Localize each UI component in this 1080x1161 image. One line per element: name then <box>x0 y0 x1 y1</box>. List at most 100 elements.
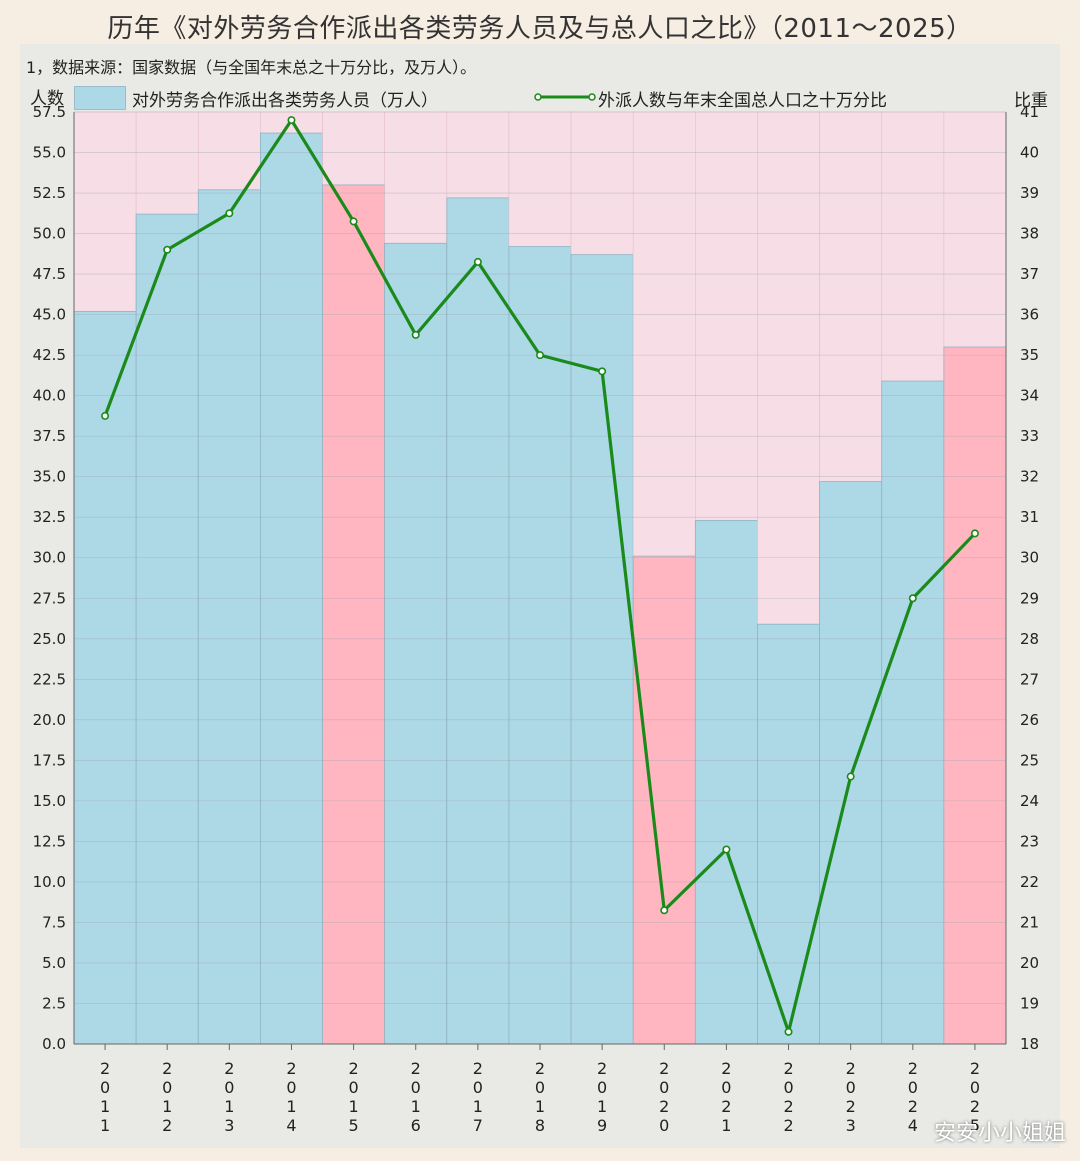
left-tick-label: 12.5 <box>33 832 66 850</box>
left-tick-label: 42.5 <box>33 346 66 364</box>
bar-2021 <box>694 520 758 1045</box>
bar-2023 <box>819 481 883 1045</box>
bar-2012 <box>135 213 199 1045</box>
right-tick-label: 32 <box>1020 468 1039 486</box>
ratio-point-2011 <box>101 411 110 420</box>
right-tick-label: 22 <box>1020 873 1039 891</box>
left-tick-label: 47.5 <box>33 265 66 283</box>
ratio-point-2016 <box>411 330 420 339</box>
left-tick-label: 7.5 <box>42 913 66 931</box>
right-tick-label: 28 <box>1020 630 1039 648</box>
right-tick-label: 24 <box>1020 792 1039 810</box>
ratio-point-2015 <box>349 217 358 226</box>
right-tick-label: 29 <box>1020 589 1039 607</box>
left-tick-label: 55.0 <box>33 144 66 162</box>
right-tick-label: 19 <box>1020 994 1039 1012</box>
left-tick-label: 2.5 <box>42 994 66 1012</box>
bar-2025 <box>943 346 1007 1045</box>
bar-2013 <box>197 189 261 1045</box>
bar-2016 <box>384 242 448 1045</box>
right-tick-label: 41 <box>1020 103 1039 121</box>
ratio-point-2020 <box>660 906 669 915</box>
source-note: 1，数据来源：国家数据（与全国年末总之十万分比，及万人）。 <box>26 58 477 77</box>
right-tick-label: 36 <box>1020 306 1039 324</box>
right-tick-label: 39 <box>1020 184 1039 202</box>
bar-2014 <box>259 132 323 1045</box>
left-tick-label: 35.0 <box>33 468 66 486</box>
bar-2017 <box>446 197 510 1045</box>
legend-line-label: 外派人数与年末全国总人口之十万分比 <box>598 91 887 111</box>
bar-2022 <box>757 623 821 1045</box>
right-tick-label: 37 <box>1020 265 1039 283</box>
ratio-point-2021 <box>722 845 731 854</box>
left-tick-label: 15.0 <box>33 792 66 810</box>
right-tick-label: 26 <box>1020 711 1039 729</box>
right-tick-label: 35 <box>1020 346 1039 364</box>
ratio-point-2025 <box>970 529 979 538</box>
ratio-point-2017 <box>473 257 482 266</box>
ratio-point-2022 <box>784 1027 793 1036</box>
right-tick-label: 20 <box>1020 954 1039 972</box>
ratio-point-2014 <box>287 116 296 125</box>
left-tick-label: 20.0 <box>33 711 66 729</box>
left-tick-label: 30.0 <box>33 549 66 567</box>
right-tick-label: 18 <box>1020 1035 1039 1053</box>
chart-title: 历年《对外劳务合作派出各类劳务人员及与总人口之比》（2011～2025） <box>107 14 973 44</box>
bar-2018 <box>508 246 572 1045</box>
right-tick-label: 38 <box>1020 225 1039 243</box>
legend-bar-swatch <box>74 86 126 110</box>
right-tick-label: 33 <box>1020 427 1039 445</box>
left-tick-label: 5.0 <box>42 954 66 972</box>
left-tick-label: 50.0 <box>33 225 66 243</box>
left-tick-label: 0.0 <box>42 1035 66 1053</box>
bar-2019 <box>570 254 634 1045</box>
right-tick-label: 21 <box>1020 913 1039 931</box>
watermark: 安安小小姐姐 <box>933 1121 1066 1146</box>
right-axis-title: 比重 <box>1014 91 1048 111</box>
left-tick-label: 45.0 <box>33 306 66 324</box>
bar-2020 <box>632 555 696 1045</box>
left-tick-label: 27.5 <box>33 589 66 607</box>
left-tick-label: 25.0 <box>33 630 66 648</box>
ratio-point-2023 <box>846 772 855 781</box>
right-tick-label: 40 <box>1020 144 1039 162</box>
left-tick-label: 10.0 <box>33 873 66 891</box>
left-tick-label: 22.5 <box>33 670 66 688</box>
bar-2024 <box>881 380 945 1045</box>
ratio-point-2013 <box>225 209 234 218</box>
bar-2015 <box>322 184 386 1045</box>
left-tick-label: 52.5 <box>33 184 66 202</box>
legend-line-marker <box>534 93 596 101</box>
legend-bar-label: 对外劳务合作派出各类劳务人员（万人） <box>132 91 438 111</box>
right-tick-label: 31 <box>1020 508 1039 526</box>
right-tick-label: 30 <box>1020 549 1039 567</box>
ratio-point-2019 <box>598 367 607 376</box>
right-tick-label: 34 <box>1020 387 1039 405</box>
right-tick-label: 27 <box>1020 670 1039 688</box>
left-tick-label: 40.0 <box>33 387 66 405</box>
right-tick-label: 25 <box>1020 751 1039 769</box>
left-tick-label: 57.5 <box>33 103 66 121</box>
left-tick-label: 17.5 <box>33 751 66 769</box>
left-tick-label: 32.5 <box>33 508 66 526</box>
ratio-point-2018 <box>535 351 544 360</box>
left-axis-title: 人数 <box>30 89 64 109</box>
left-tick-label: 37.5 <box>33 427 66 445</box>
ratio-point-2012 <box>163 245 172 254</box>
ratio-point-2024 <box>908 594 917 603</box>
